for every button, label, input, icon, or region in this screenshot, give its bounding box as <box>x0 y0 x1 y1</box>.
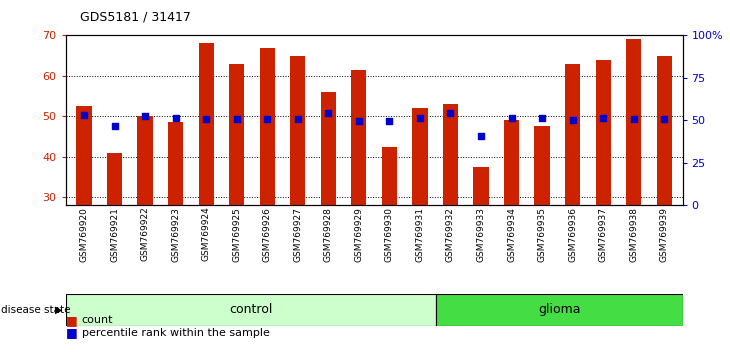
Bar <box>260 47 275 205</box>
Point <box>383 118 395 124</box>
Bar <box>290 56 305 205</box>
Text: GDS5181 / 31417: GDS5181 / 31417 <box>80 11 191 24</box>
Point <box>292 116 304 121</box>
Bar <box>168 122 183 205</box>
Point <box>353 118 365 124</box>
Point <box>475 133 487 138</box>
Text: ■: ■ <box>66 326 77 339</box>
Point <box>231 116 242 121</box>
Text: control: control <box>229 303 272 316</box>
Bar <box>626 39 642 205</box>
Bar <box>137 116 153 205</box>
Bar <box>656 56 672 205</box>
Bar <box>199 44 214 205</box>
Bar <box>351 70 366 205</box>
Bar <box>229 64 245 205</box>
Point <box>445 110 456 115</box>
Point <box>170 115 182 121</box>
Point <box>628 116 639 121</box>
Bar <box>382 147 397 205</box>
Text: glioma: glioma <box>538 303 580 316</box>
Text: ■: ■ <box>66 314 77 327</box>
Text: ▶: ▶ <box>55 305 62 315</box>
Text: disease state: disease state <box>1 305 71 315</box>
Bar <box>107 153 122 205</box>
Bar <box>443 104 458 205</box>
Bar <box>436 294 683 326</box>
Point <box>597 115 609 121</box>
Point <box>261 116 273 121</box>
Bar <box>565 64 580 205</box>
Bar <box>412 108 428 205</box>
Point <box>323 110 334 115</box>
Point <box>78 113 90 118</box>
Text: percentile rank within the sample: percentile rank within the sample <box>82 328 269 338</box>
Bar <box>504 120 519 205</box>
Point <box>566 118 578 123</box>
Point <box>139 113 151 119</box>
Point <box>414 115 426 121</box>
Point <box>200 116 212 121</box>
Bar <box>596 60 611 205</box>
Bar <box>77 106 92 205</box>
Point <box>109 124 120 129</box>
Point <box>658 116 670 121</box>
Bar <box>534 126 550 205</box>
Bar <box>320 92 336 205</box>
Point <box>537 115 548 121</box>
Bar <box>66 294 436 326</box>
Bar <box>473 167 488 205</box>
Text: count: count <box>82 315 113 325</box>
Point <box>506 115 518 121</box>
